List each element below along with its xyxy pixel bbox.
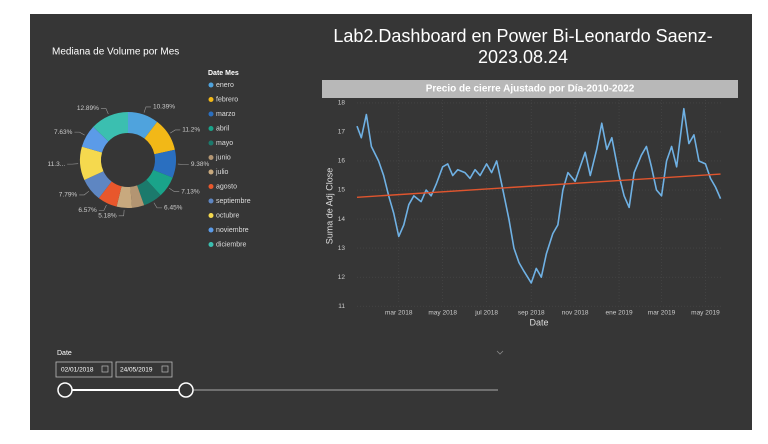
data-label: 10.39% [153, 104, 175, 111]
legend-marker [208, 184, 214, 189]
donut-slice [137, 179, 161, 206]
start-date: 02/01/2018 [61, 367, 94, 374]
y-tick-label: 12 [338, 274, 346, 281]
x-tick-label: may 2018 [428, 310, 457, 317]
donut-slice [153, 149, 177, 178]
data-label: 7.13% [181, 188, 200, 195]
x-axis-title: Date [529, 317, 548, 327]
legend-label: enero [216, 82, 234, 89]
leader-line [79, 190, 90, 196]
donut-slice [116, 186, 133, 208]
trend-line [356, 173, 721, 198]
legend-marker [208, 82, 214, 88]
dashboard-title: Lab2.Dashboard en Power Bi-Leonardo Saen… [333, 26, 713, 67]
end-date-box[interactable] [115, 361, 173, 378]
data-label: 5.18% [98, 213, 117, 220]
leader-line [118, 209, 125, 217]
line-title: Precio de cierre Ajustado por Día-2010-2… [426, 84, 635, 95]
start-date-box[interactable] [55, 361, 113, 378]
calendar-icon[interactable] [161, 365, 169, 373]
leader-line [153, 202, 163, 209]
donut-title: Mediana de Volume por Mes [52, 47, 179, 58]
slicer-label: Date [57, 350, 72, 357]
y-tick-label: 11 [338, 303, 345, 310]
data-label: 7.63% [54, 129, 73, 136]
x-tick-label: ene 2019 [605, 310, 632, 317]
x-tick-label: jul 2018 [474, 310, 498, 317]
slider-handle[interactable] [178, 382, 194, 398]
legend-marker [208, 140, 214, 146]
legend-label: febrero [216, 96, 238, 103]
legend-marker [208, 213, 214, 218]
x-tick-label: nov 2018 [562, 310, 589, 317]
data-label: 12.89% [77, 105, 99, 112]
donut-slice [128, 112, 158, 139]
legend-marker [208, 111, 214, 117]
legend-title: Date Mes [208, 70, 239, 77]
legend-label: abril [216, 125, 230, 132]
leader-line [143, 106, 151, 113]
leader-line [169, 187, 180, 192]
x-tick-label: mar 2018 [385, 310, 413, 317]
y-tick-label: 16 [338, 158, 346, 165]
legend-label: noviembre [216, 227, 249, 234]
data-label: 6.45% [164, 205, 183, 212]
y-axis-title: Suma de Adj Close [324, 168, 334, 245]
leader-line [74, 131, 85, 136]
line-title-bar [322, 80, 738, 98]
legend-label: agosto [216, 183, 237, 190]
legend-label: junio [215, 154, 231, 161]
donut-slice [146, 169, 173, 196]
data-label: 9.38% [191, 161, 210, 168]
legend-marker [208, 242, 214, 247]
data-label: 11.2% [182, 127, 200, 134]
calendar-icon[interactable] [101, 365, 109, 373]
x-tick-label: sep 2018 [518, 310, 545, 317]
donut-slice [130, 185, 145, 208]
y-tick-label: 17 [338, 129, 346, 136]
leader-line [100, 108, 109, 115]
donut-slice [93, 112, 128, 142]
legend-label: marzo [216, 111, 236, 118]
legend-marker [208, 198, 214, 204]
donut-slice [84, 171, 112, 199]
legend-marker [208, 227, 214, 233]
leader-line [170, 129, 181, 134]
chevron[interactable] [496, 350, 504, 355]
data-label: 11.3... [48, 161, 66, 168]
donut-slice [98, 181, 122, 207]
legend-marker [208, 126, 214, 131]
data-label: 7.79% [59, 192, 78, 199]
legend-marker [208, 97, 214, 102]
line-series [356, 107, 722, 284]
end-date: 24/05/2019 [120, 367, 153, 374]
legend-marker [208, 155, 214, 160]
legend-label: octubre [216, 212, 239, 219]
legend-label: diciembre [216, 241, 246, 248]
y-tick-label: 15 [338, 187, 346, 194]
donut-slice [80, 146, 104, 180]
leader-line [98, 204, 107, 211]
legend-label: julio [215, 169, 229, 176]
data-label: 6.57% [78, 207, 97, 214]
x-tick-label: mar 2019 [648, 310, 676, 317]
donut-slice [81, 126, 109, 153]
x-tick-label: may 2019 [691, 310, 720, 317]
donut-slice [144, 121, 175, 155]
legend-marker [208, 169, 214, 175]
legend-label: septiembre [216, 198, 251, 205]
y-tick-label: 13 [338, 245, 346, 252]
legend-label: mayo [216, 140, 233, 147]
y-tick-label: 18 [338, 100, 346, 107]
slider-handle[interactable] [57, 382, 73, 398]
y-tick-label: 14 [338, 216, 346, 223]
